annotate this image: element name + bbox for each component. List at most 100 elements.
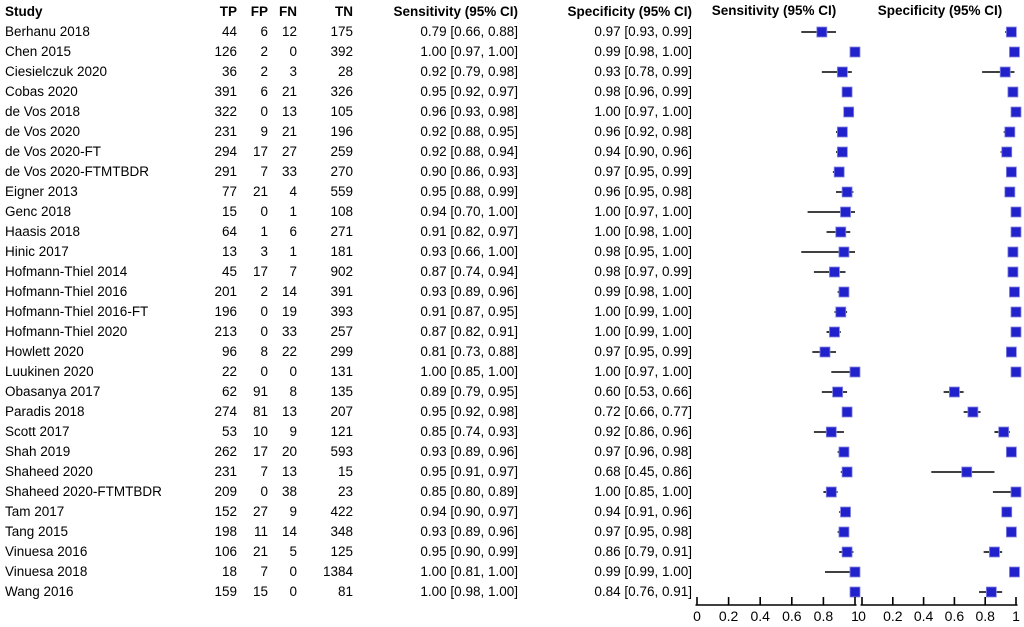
point-estimate-marker — [825, 426, 837, 438]
sensitivity-ci-value: 0.81 [0.73, 0.88] — [420, 344, 518, 359]
tp-value: 13 — [221, 244, 237, 259]
fn-value: 1 — [289, 204, 297, 219]
point-estimate-marker — [841, 546, 853, 558]
table-row: Luukinen 2020 22 0 0 131 1.00 [0.85, 1.0… — [0, 362, 692, 382]
point-estimate-marker — [999, 66, 1011, 78]
point-estimate-marker — [841, 86, 853, 98]
fp-value: 3 — [260, 244, 268, 259]
column-header-tp: TP — [219, 3, 237, 19]
point-estimate-marker — [1007, 266, 1019, 278]
tp-value: 201 — [214, 284, 237, 299]
tp-value: 77 — [221, 184, 237, 199]
fn-value: 19 — [281, 304, 297, 319]
fp-value: 8 — [260, 344, 268, 359]
point-estimate-marker — [1010, 366, 1022, 378]
fp-value: 27 — [252, 504, 268, 519]
sensitivity-ci-value: 0.95 [0.92, 0.98] — [420, 404, 518, 419]
specificity-ci-value: 0.72 [0.66, 0.77] — [594, 404, 692, 419]
study-name: de Vos 2018 — [5, 104, 81, 119]
table-row: Howlett 2020 96 8 22 299 0.81 [0.73, 0.8… — [0, 342, 692, 362]
tn-value: 392 — [330, 44, 353, 59]
fp-value: 6 — [260, 84, 268, 99]
fn-value: 21 — [281, 124, 297, 139]
sensitivity-ci-value: 0.93 [0.66, 1.00] — [420, 244, 518, 259]
table-row: Shaheed 2020-FTMTBDR 209 0 38 23 0.85 [0… — [0, 482, 692, 502]
point-estimate-marker — [849, 46, 861, 58]
point-estimate-marker — [840, 506, 851, 518]
table-row: Wang 2016 159 15 0 81 1.00 [0.98, 1.00] … — [0, 582, 692, 602]
sensitivity-ci-value: 1.00 [0.81, 1.00] — [420, 564, 518, 579]
tn-value: 196 — [330, 124, 353, 139]
study-name: Hofmann-Thiel 2020 — [5, 324, 128, 339]
table-row: Hofmann-Thiel 2014 45 17 7 902 0.87 [0.7… — [0, 262, 692, 282]
fp-value: 0 — [260, 324, 268, 339]
study-rows: Berhanu 2018 44 6 12 175 0.79 [0.66, 0.8… — [0, 22, 692, 602]
x-axis-tick-label: 0 — [693, 608, 701, 624]
table-row: Hofmann-Thiel 2016-FT 196 0 19 393 0.91 … — [0, 302, 692, 322]
fn-value: 33 — [281, 164, 297, 179]
study-name: Berhanu 2018 — [5, 24, 90, 39]
point-estimate-marker — [832, 386, 844, 398]
tn-value: 131 — [330, 364, 353, 379]
point-estimate-marker — [1005, 346, 1017, 358]
fp-value: 91 — [252, 384, 268, 399]
point-estimate-marker — [989, 546, 1000, 558]
tp-value: 53 — [221, 424, 237, 439]
tn-value: 593 — [330, 444, 353, 459]
point-estimate-marker — [849, 566, 861, 578]
fp-value: 2 — [260, 284, 268, 299]
point-estimate-marker — [849, 366, 861, 378]
fn-value: 22 — [281, 344, 297, 359]
tn-value: 28 — [337, 64, 353, 79]
point-estimate-marker — [998, 426, 1010, 438]
x-axis-tick-label: 0.8 — [975, 608, 995, 624]
fp-value: 2 — [260, 44, 268, 59]
point-estimate-marker — [1007, 86, 1019, 98]
fp-value: 7 — [260, 464, 268, 479]
study-name: Vinuesa 2016 — [5, 544, 88, 559]
tn-value: 23 — [337, 484, 353, 499]
point-estimate-marker — [825, 486, 837, 498]
specificity-ci-value: 0.92 [0.86, 0.96] — [594, 424, 692, 439]
sensitivity-ci-value: 0.87 [0.74, 0.94] — [420, 264, 518, 279]
table-row: Tam 2017 152 27 9 422 0.94 [0.90, 0.97] … — [0, 502, 692, 522]
tn-value: 393 — [330, 304, 353, 319]
tn-value: 348 — [330, 524, 353, 539]
point-estimate-marker — [1005, 26, 1017, 38]
fn-value: 4 — [289, 184, 297, 199]
fp-value: 0 — [260, 484, 268, 499]
tp-value: 198 — [214, 524, 237, 539]
sensitivity-ci-value: 0.95 [0.91, 0.97] — [420, 464, 518, 479]
table-header-row: Study TP FP FN TN Sensitivity (95% CI) S… — [0, 0, 692, 22]
specificity-ci-value: 0.97 [0.95, 0.99] — [594, 344, 692, 359]
x-axis-tick-label: 0 — [858, 608, 866, 624]
point-estimate-marker — [985, 586, 997, 598]
sensitivity-ci-value: 0.94 [0.70, 1.00] — [420, 204, 518, 219]
x-axis-tick-label: 0.6 — [782, 608, 802, 624]
specificity-ci-value: 1.00 [0.97, 1.00] — [594, 204, 692, 219]
sensitivity-ci-value: 0.95 [0.90, 0.99] — [420, 544, 518, 559]
tp-value: 391 — [214, 84, 237, 99]
point-estimate-marker — [1001, 506, 1013, 518]
sensitivity-ci-value: 0.94 [0.90, 0.97] — [420, 504, 518, 519]
study-name: Hinic 2017 — [5, 244, 69, 259]
point-estimate-marker — [961, 466, 973, 478]
specificity-ci-value: 0.93 [0.78, 0.99] — [594, 64, 692, 79]
fp-value: 15 — [252, 584, 268, 599]
point-estimate-marker — [1009, 566, 1020, 578]
tp-value: 106 — [214, 544, 237, 559]
tp-value: 44 — [221, 24, 237, 39]
study-name: Hofmann-Thiel 2016-FT — [5, 304, 149, 319]
specificity-ci-value: 0.99 [0.98, 1.00] — [594, 284, 692, 299]
fp-value: 0 — [260, 204, 268, 219]
point-estimate-marker — [841, 186, 853, 198]
tn-value: 559 — [330, 184, 353, 199]
tn-value: 1384 — [322, 564, 353, 579]
study-name: Tang 2015 — [5, 524, 69, 539]
fn-value: 5 — [289, 544, 297, 559]
sensitivity-ci-value: 0.93 [0.89, 0.96] — [420, 444, 518, 459]
tp-value: 209 — [214, 484, 237, 499]
table-row: Berhanu 2018 44 6 12 175 0.79 [0.66, 0.8… — [0, 22, 692, 42]
tn-value: 207 — [330, 404, 353, 419]
